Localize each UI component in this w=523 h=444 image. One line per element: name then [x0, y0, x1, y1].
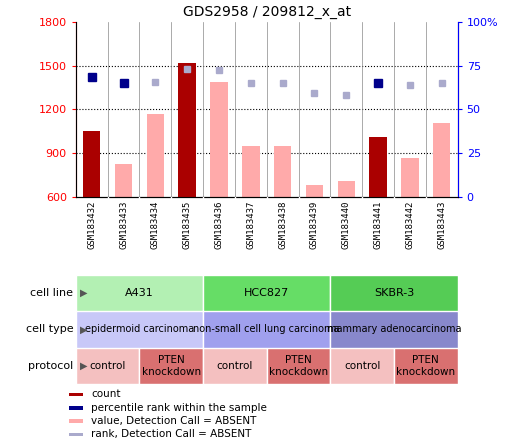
Bar [267, 348, 331, 384]
Bar [203, 311, 331, 348]
Bar [69, 392, 83, 396]
Bar [242, 146, 259, 197]
Bar [83, 131, 100, 197]
Title: GDS2958 / 209812_x_at: GDS2958 / 209812_x_at [183, 5, 351, 20]
Text: GSM183432: GSM183432 [87, 201, 96, 250]
Bar [433, 123, 450, 197]
Bar [69, 419, 83, 423]
Text: PTEN
knockdown: PTEN knockdown [396, 355, 456, 377]
Text: GSM183438: GSM183438 [278, 201, 287, 250]
Bar [337, 181, 355, 197]
Text: percentile rank within the sample: percentile rank within the sample [91, 403, 267, 413]
Bar [178, 63, 196, 197]
Text: GSM183434: GSM183434 [151, 201, 160, 250]
Text: PTEN
knockdown: PTEN knockdown [142, 355, 201, 377]
Bar [76, 275, 203, 311]
Text: A431: A431 [125, 288, 154, 298]
Text: control: control [344, 361, 380, 371]
Bar [76, 348, 140, 384]
Text: HCC827: HCC827 [244, 288, 289, 298]
Text: SKBR-3: SKBR-3 [374, 288, 414, 298]
Text: GSM183435: GSM183435 [183, 201, 192, 250]
Bar [369, 137, 387, 197]
Text: count: count [91, 389, 121, 400]
Text: protocol: protocol [28, 361, 73, 371]
Bar [146, 114, 164, 197]
Text: cell type: cell type [26, 325, 73, 334]
Bar [401, 158, 418, 197]
Text: GSM183441: GSM183441 [373, 201, 383, 250]
Bar [394, 348, 458, 384]
Text: GSM183433: GSM183433 [119, 201, 128, 250]
Text: non-small cell lung carcinoma: non-small cell lung carcinoma [194, 325, 340, 334]
Bar [76, 311, 203, 348]
Text: rank, Detection Call = ABSENT: rank, Detection Call = ABSENT [91, 429, 252, 440]
Text: GSM183439: GSM183439 [310, 201, 319, 250]
Text: cell line: cell line [30, 288, 73, 298]
Bar [140, 348, 203, 384]
Text: GSM183442: GSM183442 [405, 201, 414, 250]
Bar [69, 432, 83, 436]
Bar [331, 275, 458, 311]
Text: ▶: ▶ [80, 288, 87, 298]
Text: PTEN
knockdown: PTEN knockdown [269, 355, 328, 377]
Text: GSM183440: GSM183440 [342, 201, 351, 250]
Bar [306, 186, 323, 197]
Bar [203, 275, 331, 311]
Text: ▶: ▶ [80, 325, 87, 334]
Bar [210, 82, 228, 197]
Text: epidermoid carcinoma: epidermoid carcinoma [85, 325, 194, 334]
Text: mammary adenocarcinoma: mammary adenocarcinoma [327, 325, 461, 334]
Text: control: control [89, 361, 126, 371]
Text: GSM183436: GSM183436 [214, 201, 223, 250]
Text: control: control [217, 361, 253, 371]
Bar [178, 67, 196, 197]
Bar [331, 348, 394, 384]
Text: value, Detection Call = ABSENT: value, Detection Call = ABSENT [91, 416, 257, 426]
Text: ▶: ▶ [80, 361, 87, 371]
Bar [331, 311, 458, 348]
Bar [203, 348, 267, 384]
Bar [274, 146, 291, 197]
Bar [69, 406, 83, 409]
Text: GSM183437: GSM183437 [246, 201, 255, 250]
Bar [115, 163, 132, 197]
Text: GSM183443: GSM183443 [437, 201, 446, 250]
